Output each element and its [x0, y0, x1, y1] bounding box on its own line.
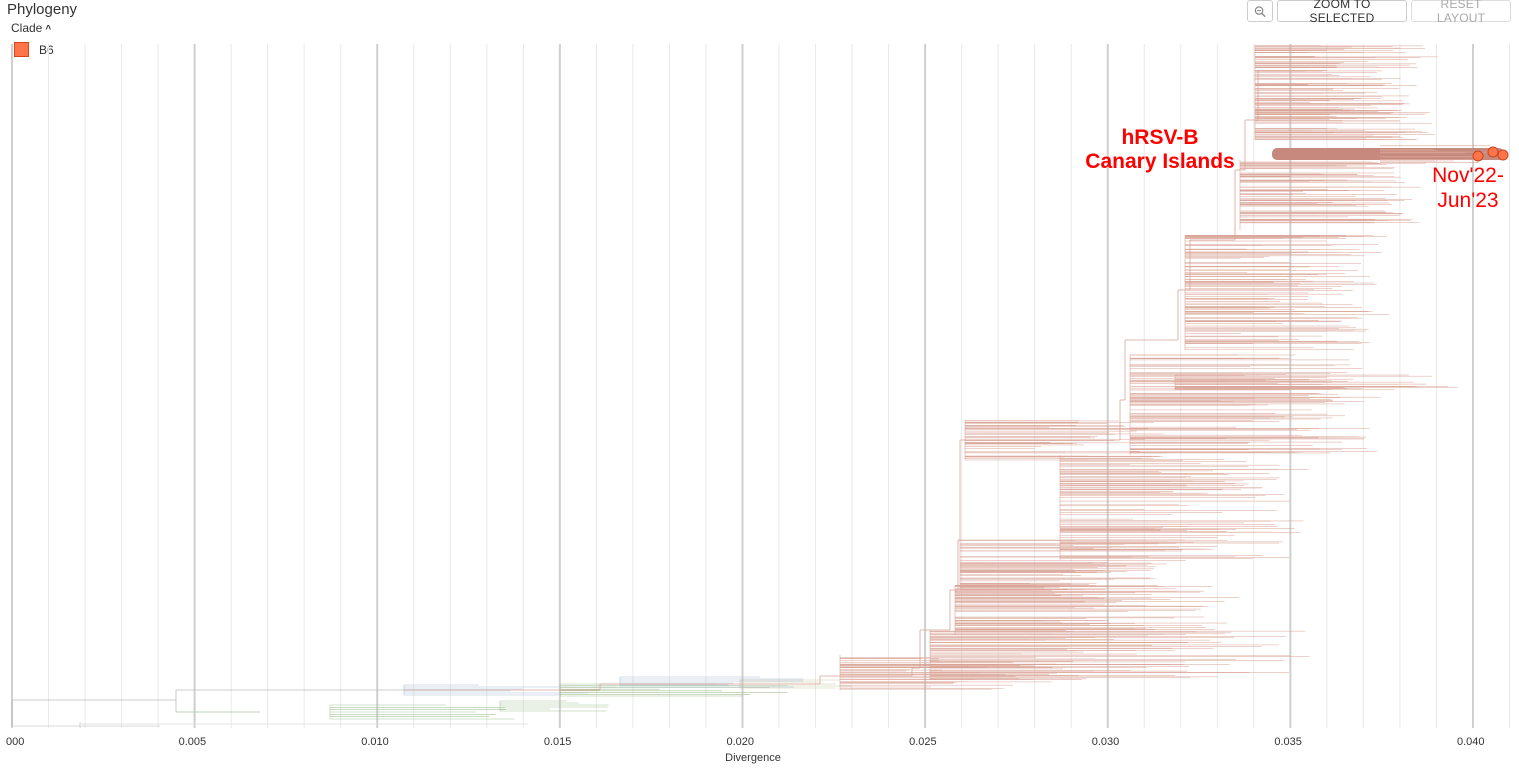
selected-tip: [1487, 146, 1499, 158]
x-tick-label: 0.030: [1091, 736, 1120, 748]
highlighted-clade: [1272, 145, 1509, 163]
panel-title: Phylogeny: [7, 1, 78, 18]
chevron-up-icon: ^: [45, 24, 52, 35]
x-tick-label: 0.025: [909, 736, 937, 748]
zoom-to-selected-button[interactable]: ZOOM TO SELECTED: [1277, 0, 1407, 25]
x-tick-label: 0.010: [361, 736, 389, 748]
annotation-region-line2: Canary Islands: [1085, 150, 1235, 173]
selected-tip: [1472, 150, 1484, 162]
x-tick-label: 0.040: [1456, 736, 1485, 748]
zoom-out-icon: [1254, 5, 1266, 17]
annotation-date-line1: Nov'22-: [1432, 164, 1504, 187]
selected-tip: [1497, 149, 1509, 161]
x-tick-label: 000: [6, 736, 25, 748]
annotation-region-line1: hRSV-B: [1121, 126, 1199, 149]
legend-swatch: [14, 42, 29, 57]
zoom-out-button[interactable]: [1247, 0, 1273, 22]
reset-layout-button[interactable]: RESET LAYOUT: [1411, 0, 1511, 25]
x-tick-label: 0.005: [178, 736, 207, 748]
x-tick-label: 0.015: [543, 736, 572, 748]
x-tick-label: 0.035: [1274, 736, 1302, 748]
x-axis-label: Divergence: [725, 752, 781, 764]
annotation-date-line2: Jun'23: [1437, 189, 1499, 212]
legend-item-b6[interactable]: B6: [14, 42, 54, 57]
color-by-label: Clade: [11, 21, 43, 35]
tree-branches: [11, 45, 1458, 728]
color-by-toggle[interactable]: Clade ^: [11, 21, 51, 35]
legend-label: B6: [39, 42, 54, 57]
x-tick-label: 0.020: [726, 736, 754, 748]
